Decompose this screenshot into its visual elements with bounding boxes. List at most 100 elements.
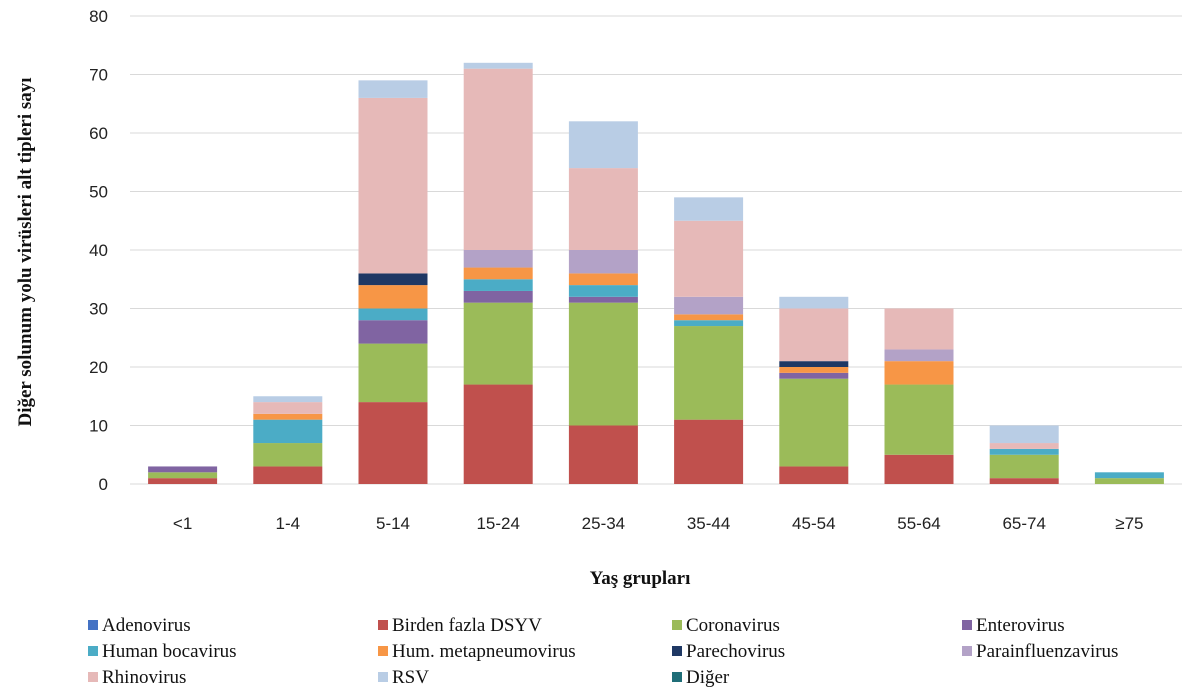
x-tick-labels: <1 1-4 5-14 15-24 25-34 35-44 45-54 55-64 65-74 ≥… bbox=[173, 514, 1144, 533]
bar-segment bbox=[358, 343, 428, 403]
legend-item: Rhinovirus bbox=[88, 667, 186, 688]
x-tick-label: 5-14 bbox=[376, 514, 410, 533]
bar-segment bbox=[568, 250, 638, 274]
legend-swatch bbox=[378, 672, 388, 682]
bar-segment bbox=[568, 121, 638, 169]
y-tick-label: 60 bbox=[89, 124, 108, 143]
y-tick-label: 10 bbox=[89, 417, 108, 436]
bar-segment bbox=[779, 466, 849, 484]
y-tick-label: 80 bbox=[89, 7, 108, 26]
bar-segment bbox=[989, 448, 1059, 455]
x-tick-label: 15-24 bbox=[476, 514, 519, 533]
bar-segment bbox=[674, 220, 744, 297]
bar-segment bbox=[884, 361, 954, 385]
legend-item: Hum. metapneumovirus bbox=[378, 641, 576, 662]
legend-label: Diğer bbox=[686, 667, 730, 688]
bar-segment bbox=[779, 367, 849, 373]
bar-segment bbox=[358, 80, 428, 98]
bar-segment bbox=[358, 273, 428, 286]
y-tick-label: 30 bbox=[89, 300, 108, 319]
bar-segment bbox=[358, 402, 428, 484]
legend-label: Hum. metapneumovirus bbox=[392, 641, 576, 662]
bar-segment bbox=[1094, 472, 1164, 479]
legend-label: Rhinovirus bbox=[102, 667, 186, 688]
bar-segment bbox=[1094, 478, 1164, 484]
bar-segment bbox=[358, 320, 428, 344]
legend-item: Coronavirus bbox=[672, 615, 780, 636]
bar-segment bbox=[463, 279, 533, 291]
legend-swatch bbox=[378, 620, 388, 630]
bar-segment bbox=[989, 454, 1059, 479]
x-axis-title: Yaş grupları bbox=[590, 568, 691, 589]
legend-swatch bbox=[88, 646, 98, 656]
bar-segment bbox=[884, 384, 954, 455]
legend-label: Enterovirus bbox=[976, 615, 1065, 636]
bar-segment bbox=[674, 419, 744, 484]
bar-segment bbox=[148, 478, 218, 484]
bar-segment bbox=[568, 296, 638, 303]
bar-segment bbox=[674, 326, 744, 420]
bar-segment bbox=[253, 402, 323, 414]
legend-item: Enterovirus bbox=[962, 615, 1065, 636]
legend-item: Adenovirus bbox=[88, 615, 191, 636]
bar-segment bbox=[989, 478, 1059, 484]
bar-segment bbox=[148, 466, 218, 473]
legend-swatch bbox=[88, 620, 98, 630]
y-tick-labels: 0 10 20 30 40 50 60 70 80 bbox=[89, 7, 108, 494]
x-tick-label: <1 bbox=[173, 514, 192, 533]
y-tick-label: 50 bbox=[89, 183, 108, 202]
x-tick-label: 45-54 bbox=[792, 514, 835, 533]
bar-segment bbox=[463, 302, 533, 385]
legend-label: Coronavirus bbox=[686, 615, 780, 636]
y-tick-label: 0 bbox=[99, 475, 108, 494]
bar-segment bbox=[358, 97, 428, 274]
legend-label: Human bocavirus bbox=[102, 641, 237, 662]
bar-segment bbox=[358, 285, 428, 309]
bar-segment bbox=[253, 419, 323, 444]
bar-segment bbox=[674, 296, 744, 315]
x-tick-label: 35-44 bbox=[687, 514, 730, 533]
y-axis-title: Diğer solunum yolu virüsleri alt tipleri… bbox=[15, 77, 36, 426]
legend-label: RSV bbox=[392, 667, 429, 688]
bar-segment bbox=[568, 302, 638, 426]
x-tick-label: ≥75 bbox=[1115, 514, 1143, 533]
bar-segment bbox=[884, 349, 954, 362]
y-tick-label: 70 bbox=[89, 66, 108, 85]
legend-swatch bbox=[962, 620, 972, 630]
bar-segment bbox=[568, 168, 638, 250]
bars bbox=[148, 62, 1164, 484]
bar-segment bbox=[463, 290, 533, 303]
bar-segment bbox=[568, 425, 638, 484]
bar-segment bbox=[779, 372, 849, 379]
legend-item: Parechovirus bbox=[672, 641, 785, 662]
bar-segment bbox=[989, 425, 1059, 444]
bar-segment bbox=[463, 384, 533, 484]
legend-swatch bbox=[88, 672, 98, 682]
bar-segment bbox=[989, 443, 1059, 449]
legend-label: Adenovirus bbox=[102, 615, 191, 636]
legend-item: Parainfluenzavirus bbox=[962, 641, 1118, 662]
bar-segment bbox=[148, 472, 218, 479]
bar-segment bbox=[884, 454, 954, 484]
bar-segment bbox=[463, 250, 533, 268]
bar-segment bbox=[779, 308, 849, 362]
bar-segment bbox=[779, 296, 849, 309]
bar-segment bbox=[674, 320, 744, 327]
legend-swatch bbox=[672, 646, 682, 656]
bar-segment bbox=[253, 413, 323, 420]
legend-swatch bbox=[378, 646, 388, 656]
legend-swatch bbox=[672, 672, 682, 682]
bar-segment bbox=[253, 396, 323, 403]
bar-segment bbox=[674, 314, 744, 321]
legend-item: RSV bbox=[378, 667, 429, 688]
bar-segment bbox=[779, 378, 849, 467]
legend-label: Birden fazla DSYV bbox=[392, 615, 542, 636]
bar-segment bbox=[779, 361, 849, 367]
x-tick-label: 25-34 bbox=[582, 514, 625, 533]
bar-segment bbox=[463, 267, 533, 280]
x-tick-label: 65-74 bbox=[1002, 514, 1045, 533]
legend-label: Parainfluenzavirus bbox=[976, 641, 1118, 662]
bar-segment bbox=[253, 466, 323, 484]
legend-swatch bbox=[962, 646, 972, 656]
